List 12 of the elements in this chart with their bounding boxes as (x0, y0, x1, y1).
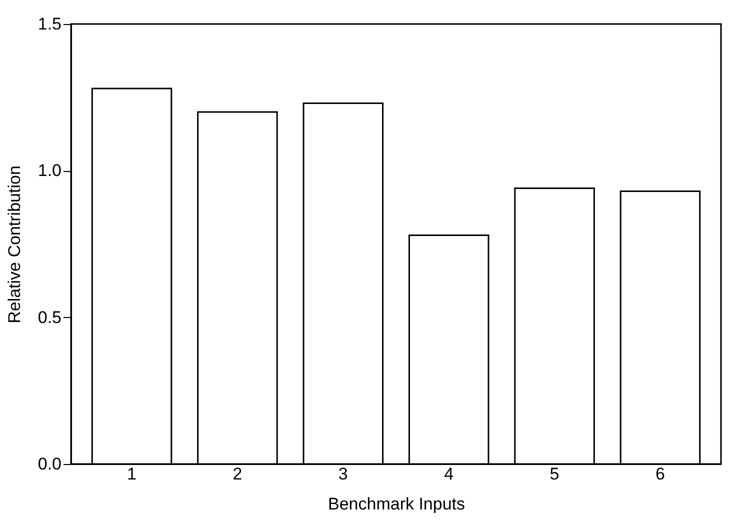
y-tick-label: 1.5 (38, 14, 62, 34)
y-tick-label: 0.5 (38, 308, 62, 327)
x-tick-label: 2 (232, 464, 242, 484)
y-axis-title: Relative Contribution (4, 166, 24, 324)
y-tick-label: 0.0 (38, 454, 62, 474)
x-tick-label: 1 (127, 464, 137, 484)
x-tick-label: 3 (338, 464, 348, 484)
y-tick-label: 1.0 (38, 161, 62, 180)
x-tick-label: 6 (655, 464, 665, 484)
x-tick-label: 4 (444, 464, 454, 484)
x-axis-title: Benchmark Inputs (328, 494, 466, 514)
x-tick-label: 5 (550, 464, 560, 484)
